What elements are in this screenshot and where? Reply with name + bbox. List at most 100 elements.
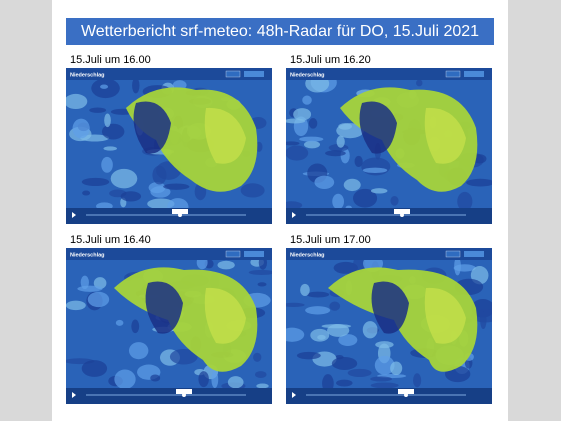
rain-cell <box>286 302 305 308</box>
rain-cell <box>317 334 326 340</box>
rain-cell <box>80 275 89 290</box>
time-knob <box>404 393 408 397</box>
rain-cell <box>299 136 324 142</box>
rain-cell <box>115 319 124 326</box>
time-marker <box>394 209 410 214</box>
rain-cell <box>362 167 388 173</box>
rain-cell <box>87 291 110 308</box>
rain-cell <box>150 186 171 198</box>
rain-cell <box>336 123 364 139</box>
title-bar: Wetterbericht srf-meteo: 48h-Radar für D… <box>66 18 494 45</box>
rain-area-east <box>204 287 246 344</box>
rain-cell <box>329 301 341 311</box>
map-button <box>445 250 461 258</box>
rain-cell <box>362 321 378 339</box>
rain-cell <box>302 95 312 105</box>
rain-cell <box>457 191 473 212</box>
play-icon <box>72 392 76 398</box>
rain-cell <box>416 79 423 87</box>
map-controls <box>66 388 272 404</box>
rain-cell <box>343 178 361 192</box>
map-title: Niederschlag <box>70 73 105 79</box>
rain-area-east <box>424 107 466 164</box>
map-title: Niederschlag <box>290 253 325 259</box>
rain-cell <box>255 141 263 152</box>
rain-area-east <box>424 287 466 344</box>
time-knob <box>178 213 182 217</box>
rain-core <box>371 281 409 334</box>
rain-cell <box>321 324 352 329</box>
rain-cell <box>128 342 149 360</box>
time-marker <box>172 209 188 214</box>
rain-cell <box>150 374 161 382</box>
radar-map: Niederschlag <box>66 68 272 224</box>
rain-cell <box>211 370 219 389</box>
time-knob <box>400 213 404 217</box>
rain-cell <box>255 371 267 378</box>
radar-map: Niederschlag <box>66 248 272 404</box>
radar-map: Niederschlag <box>286 248 492 404</box>
rain-cell <box>132 77 140 94</box>
rain-cell <box>370 188 388 194</box>
caption: 15.Juli um 16.20 <box>290 54 371 66</box>
map-button <box>244 71 264 77</box>
rain-cell <box>240 183 265 198</box>
rain-cell <box>308 118 318 129</box>
time-marker <box>176 389 192 394</box>
rain-cell <box>248 269 272 276</box>
rain-cell <box>89 107 107 113</box>
map-button <box>225 250 241 258</box>
rain-cell <box>332 193 345 210</box>
page: Wetterbericht srf-meteo: 48h-Radar für D… <box>52 0 508 421</box>
rain-cell <box>101 156 113 173</box>
map-button <box>464 251 484 257</box>
rain-core <box>145 281 183 334</box>
map-controls <box>286 208 492 224</box>
map-controls <box>66 208 272 224</box>
rain-core <box>133 101 171 154</box>
play-icon <box>72 212 76 218</box>
rain-cell <box>480 311 487 330</box>
rain-cell <box>93 277 107 290</box>
rain-cell <box>370 382 399 389</box>
map-button <box>225 70 241 78</box>
map-button <box>244 251 264 257</box>
rain-cell <box>375 341 394 349</box>
rain-cell <box>82 190 91 196</box>
rain-cell <box>120 191 142 202</box>
rain-cell <box>354 155 363 168</box>
map-header <box>286 68 492 80</box>
rain-cell <box>306 291 330 298</box>
rain-cell <box>253 352 262 362</box>
rain-cell <box>338 334 358 346</box>
rain-core <box>359 101 397 154</box>
rain-cell <box>286 141 300 146</box>
rain-cell <box>374 355 395 375</box>
rain-cell <box>101 123 125 140</box>
rain-cell <box>390 361 403 376</box>
time-marker <box>398 389 414 394</box>
rain-cell <box>257 282 267 287</box>
rain-cell <box>77 285 103 292</box>
rain-cell <box>314 175 335 190</box>
rain-cell <box>466 178 492 187</box>
rain-cell <box>256 383 269 389</box>
rain-cell <box>131 319 140 334</box>
rain-cell <box>305 306 331 315</box>
rain-cell <box>72 118 90 139</box>
map-header <box>286 248 492 260</box>
play-icon <box>292 212 296 218</box>
rain-cell <box>286 327 305 342</box>
map-title: Niederschlag <box>70 253 105 259</box>
rain-cell <box>325 150 346 157</box>
rain-cell <box>217 260 235 270</box>
rain-cell <box>293 108 312 121</box>
rain-cell <box>110 168 138 189</box>
rain-cell <box>454 256 461 276</box>
time-knob <box>182 393 186 397</box>
radar-map: Niederschlag <box>286 68 492 224</box>
rain-cell <box>286 145 309 161</box>
rain-cell <box>413 373 422 388</box>
rain-cell <box>104 113 111 128</box>
